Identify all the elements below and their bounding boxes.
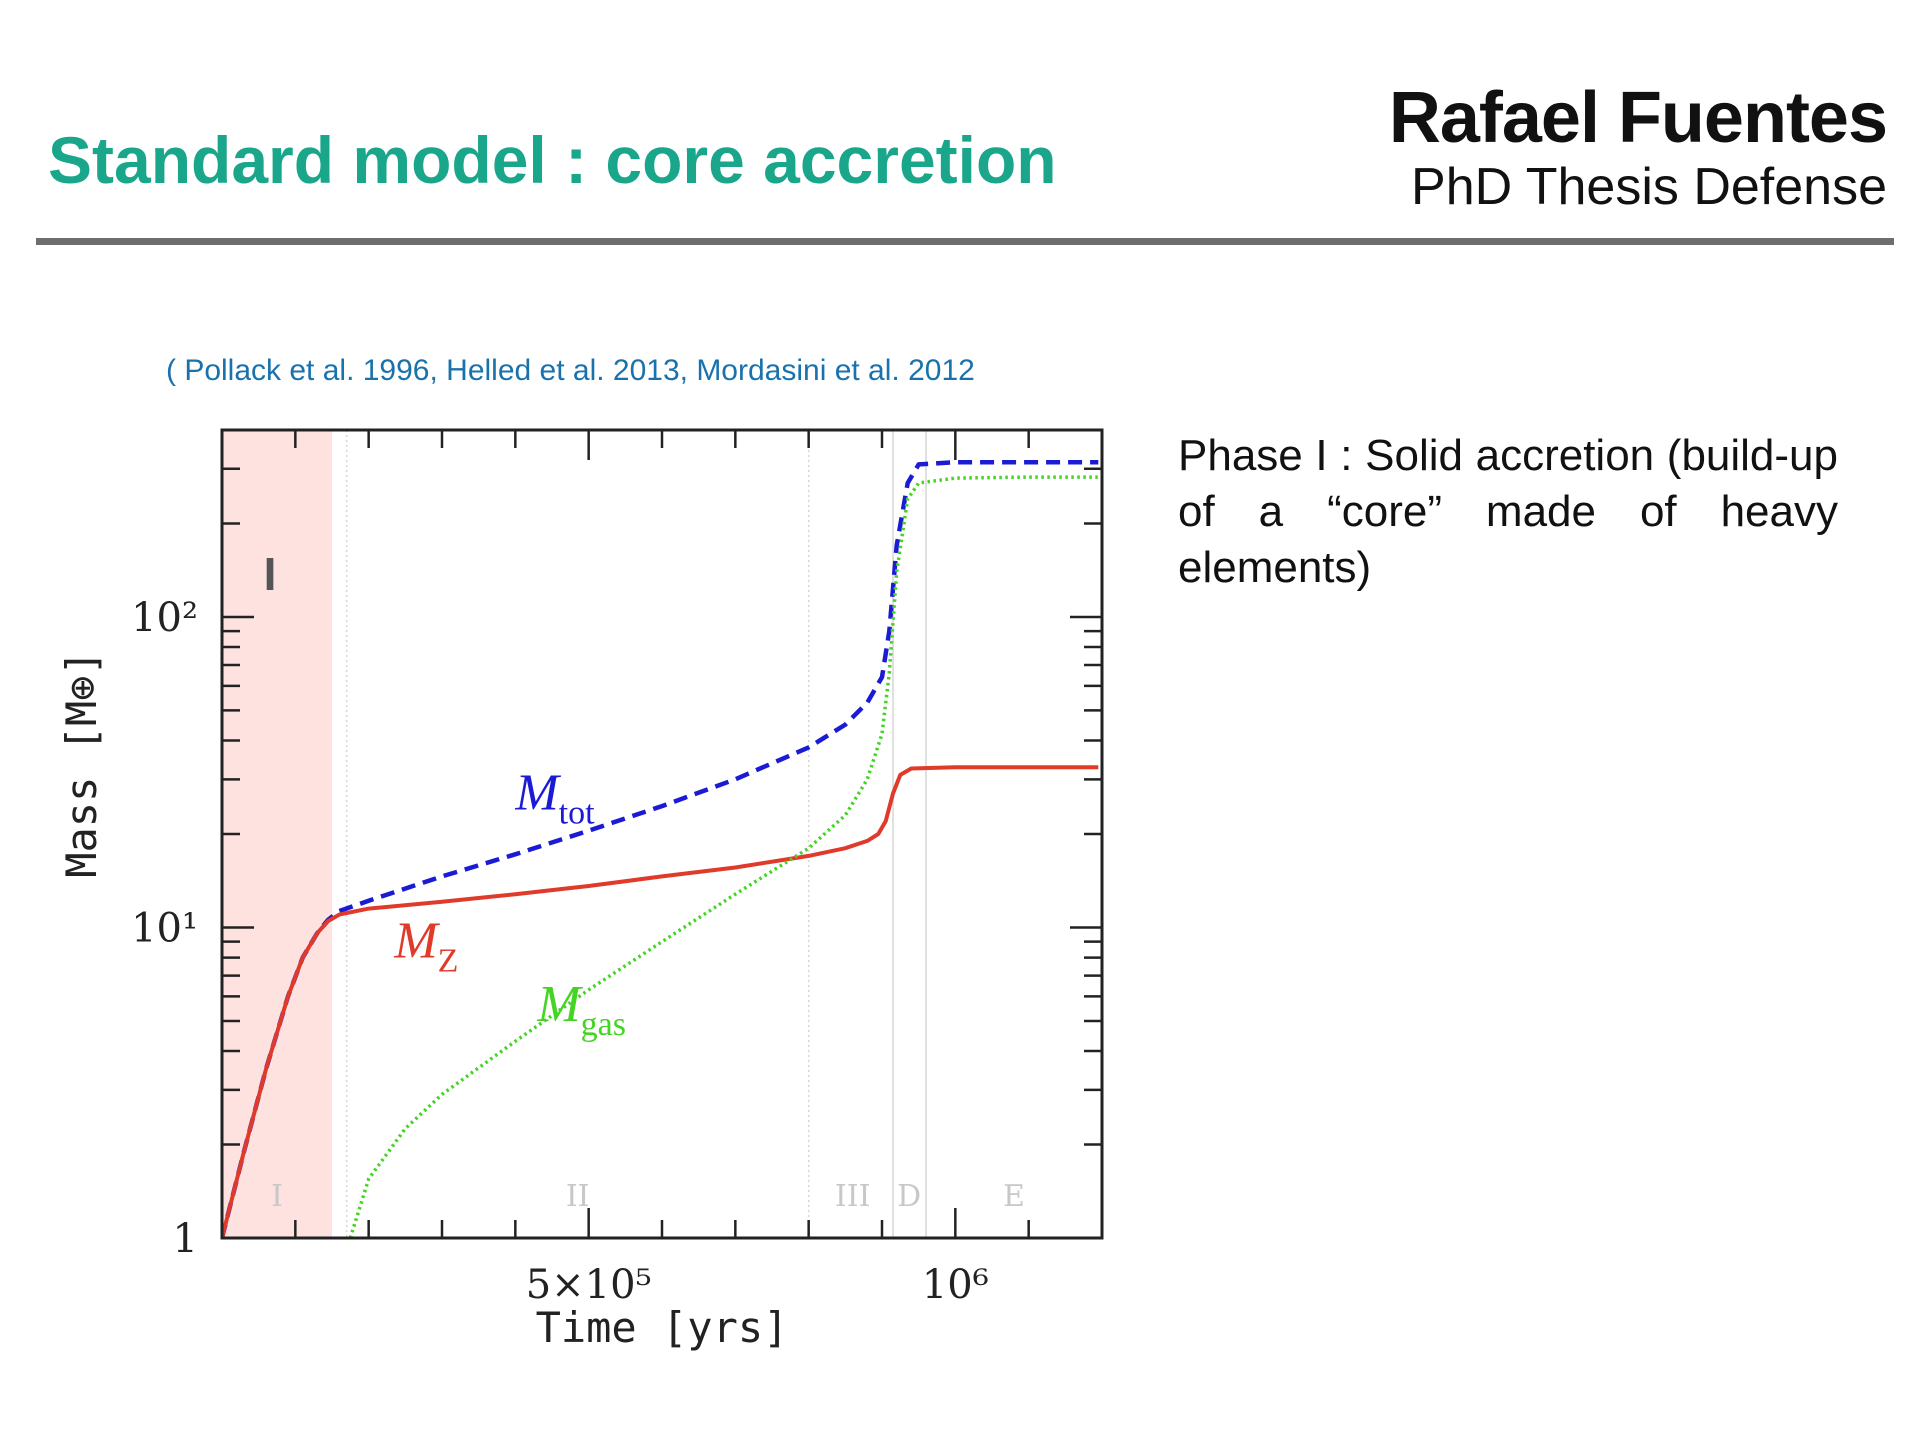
phase-description: Phase I : Solid accretion (build-up of a… (1178, 431, 1838, 592)
highlight-phase-marker: I (264, 548, 277, 600)
plot-background (222, 430, 1102, 1238)
x-tick-label: 10⁶ (922, 1262, 989, 1308)
x-axis-title: Time [yrs] (536, 1303, 789, 1352)
series-label-mtot: Mtot (514, 764, 595, 831)
phase-highlight-band (222, 430, 332, 1238)
slide-title: Standard model : core accretion (48, 123, 1057, 197)
x-tick-label: 5×10⁵ (526, 1262, 652, 1308)
phase-label: D (897, 1179, 921, 1214)
series-label-main: M (514, 764, 561, 821)
y-tick-label: 10² (131, 595, 198, 641)
chart-container: 5×10⁵ 10⁶ 1 10¹ 10² Time [yrs] Mass [M⊕] I II III… (24, 410, 1124, 1360)
header-divider (36, 238, 1894, 245)
y-tick-label: 1 (173, 1216, 198, 1262)
series-line-mgas (348, 475, 1099, 1238)
phase-label: III (835, 1179, 871, 1214)
citation: ( Pollack et al. 1996, Helled et al. 201… (166, 354, 975, 387)
phase-label: II (566, 1179, 590, 1214)
author-block: Rafael Fuentes PhD Thesis Defense (1388, 78, 1888, 216)
series-label-mgas: Mgas (536, 976, 626, 1043)
y-axis-title: Mass [M⊕] (57, 650, 106, 878)
phase-label: E (1003, 1179, 1025, 1214)
series-label-subscript: Z (438, 943, 459, 980)
phase-label: I (271, 1179, 283, 1214)
series-label-mz: MZ (393, 913, 458, 980)
y-tick-label: 10¹ (131, 905, 198, 951)
author-name: Rafael Fuentes (1388, 78, 1888, 158)
series-label-main: M (393, 913, 440, 970)
author-subtitle: PhD Thesis Defense (1411, 158, 1887, 216)
series-label-subscript: gas (581, 1006, 626, 1043)
series-line-mz (222, 765, 1099, 1238)
series-label-main: M (536, 976, 583, 1033)
series-label-subscript: tot (559, 794, 595, 831)
